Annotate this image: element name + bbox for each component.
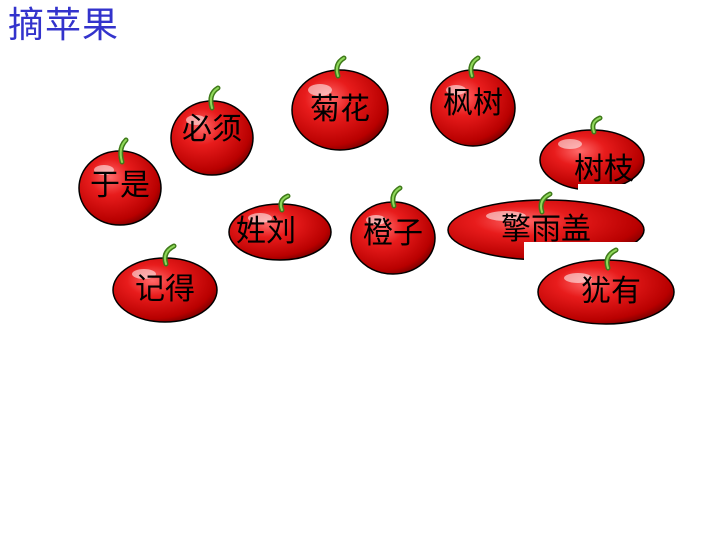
white-overlap-block: [578, 184, 644, 200]
apple-icon: [112, 243, 218, 323]
apple-word-bixu: 必须: [182, 112, 242, 147]
apple-shuzhi[interactable]: 树枝: [538, 115, 646, 192]
apple-bixu[interactable]: 必须: [170, 85, 254, 176]
apple-icon: [228, 193, 332, 261]
apple-icon: [537, 247, 675, 325]
apple-word-youyou: 犹有: [581, 274, 641, 309]
apple-word-qingyu: 擎雨盖: [501, 212, 591, 246]
apple-word-shuzhi: 树枝: [574, 152, 634, 187]
apple-icon: [291, 55, 389, 151]
apple-xingliu[interactable]: 姓刘: [228, 193, 332, 262]
apple-word-yushi: 于是: [90, 168, 150, 203]
apple-word-jide: 记得: [135, 272, 195, 307]
apple-juhua[interactable]: 菊花: [290, 55, 390, 152]
apple-word-fengshu: 枫树: [443, 86, 503, 121]
apple-icon: [350, 185, 436, 275]
apple-word-xingliu: 姓刘: [236, 214, 296, 249]
apple-icon: [170, 85, 254, 176]
apple-icon: [430, 55, 516, 147]
apple-icon: [78, 137, 162, 226]
apple-chengzi[interactable]: 橙子: [350, 185, 436, 276]
apple-word-juhua: 菊花: [310, 92, 370, 127]
apple-yushi[interactable]: 于是: [78, 137, 162, 226]
apple-youyou[interactable]: 犹有: [536, 247, 676, 326]
apple-fengshu[interactable]: 枫树: [430, 55, 516, 148]
page-title: 摘苹果: [8, 5, 120, 46]
apple-word-chengzi: 橙子: [363, 216, 423, 251]
apple-jide[interactable]: 记得: [112, 243, 218, 324]
